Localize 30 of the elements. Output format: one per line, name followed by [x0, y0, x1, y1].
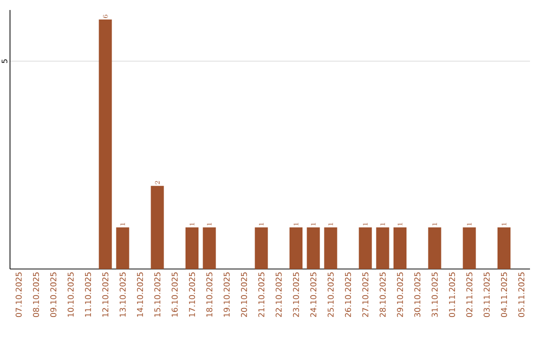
x-tick-label: 28.10.2025: [380, 272, 386, 317]
x-tick-label: 05.11.2025: [518, 272, 524, 317]
x-tick-label: 10.10.2025: [68, 272, 74, 317]
x-tick-label: 12.10.2025: [102, 272, 108, 317]
x-tick-label: 18.10.2025: [206, 272, 212, 317]
x-tick-label: 25.10.2025: [328, 272, 334, 317]
x-tick-label: 17.10.2025: [188, 272, 196, 317]
x-tick-label: 22.10.2025: [276, 272, 282, 317]
x-tick-label: 02.11.2025: [466, 272, 472, 317]
x-tick-label: 24.10.2025: [310, 272, 316, 317]
x-tick-label: 21.10.2025: [258, 272, 264, 317]
x-tick-label: 04.11.2025: [500, 272, 508, 317]
x-tick-label: 16.10.2025: [172, 272, 178, 317]
x-tick-label: 20.10.2025: [240, 272, 248, 317]
x-tick-label: 26.10.2025: [344, 272, 352, 317]
x-tick-label: 19.10.2025: [224, 272, 230, 317]
x-tick-label: 27.10.2025: [362, 272, 368, 317]
x-tick-label: 01.11.2025: [448, 272, 456, 317]
x-tick-label: 23.10.2025: [292, 272, 300, 317]
x-tick-label: 30.10.2025: [414, 272, 420, 317]
x-tick-label: 03.11.2025: [484, 272, 490, 317]
x-tick-label: 14.10.2025: [136, 272, 144, 317]
x-tick-label: 15.10.2025: [154, 272, 160, 317]
x-tick-label: 13.10.2025: [120, 272, 126, 317]
x-tick-label: 11.10.2025: [84, 272, 92, 317]
x-tick-label: 08.10.2025: [32, 272, 40, 317]
x-tick-label: 29.10.2025: [396, 272, 404, 317]
x-tick-label: 31.10.2025: [432, 272, 438, 317]
x-tick-label: 09.10.2025: [50, 272, 56, 317]
x-tick-label: 07.10.2025: [16, 272, 22, 317]
